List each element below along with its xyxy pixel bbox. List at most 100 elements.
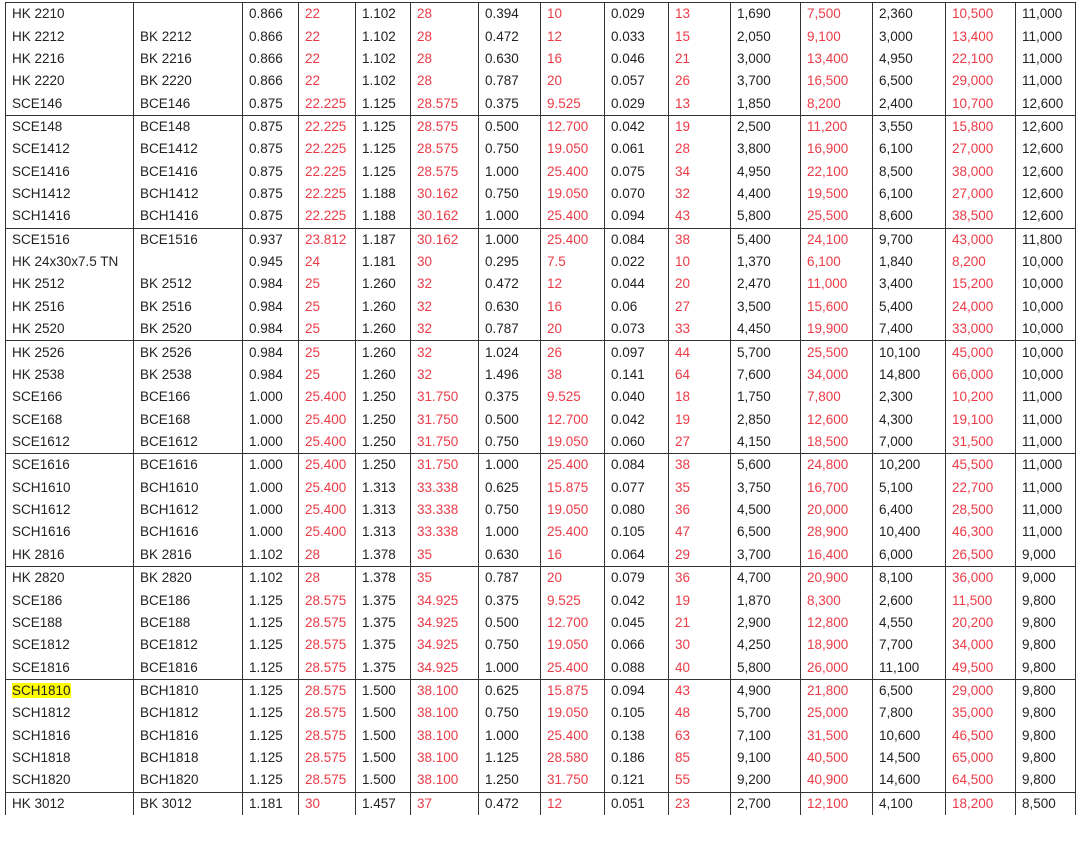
value-cell: 0.500 <box>478 115 541 139</box>
value-cell: 0.094 <box>604 679 669 703</box>
value-cell: 28 <box>410 2 479 26</box>
cell-text: BK 2212 <box>140 28 192 44</box>
cell-text: 40 <box>675 659 691 675</box>
cell-text: 1,370 <box>737 254 771 270</box>
part-number-cell: SCH1816 <box>5 724 134 747</box>
cell-text: 1.375 <box>362 637 396 653</box>
cell-text: BCE188 <box>140 614 191 630</box>
value-cell: 31.750 <box>410 386 479 409</box>
value-cell: 0.875 <box>242 138 299 161</box>
cell-text: 12.700 <box>547 118 589 134</box>
alt-part-number-cell <box>133 2 243 26</box>
cell-text: 38,500 <box>952 208 994 224</box>
cell-text: 35 <box>675 479 691 495</box>
cell-text: 11,000 <box>1022 389 1063 405</box>
value-cell: 24 <box>298 250 356 274</box>
cell-text: 1.125 <box>249 682 283 698</box>
cell-text: 3,700 <box>737 73 771 89</box>
cell-text: 25 <box>305 321 321 337</box>
cell-text: 9,800 <box>1022 592 1056 608</box>
table-row: HK 2212 BK 2212 0.866 22 1.102 28 0.472 12 0.033… <box>5 25 1076 48</box>
value-cell: 29,000 <box>945 679 1016 703</box>
value-cell: 20 <box>540 566 605 590</box>
value-cell: 16,700 <box>800 476 873 499</box>
value-cell: 6,400 <box>872 498 946 522</box>
cell-text: BCH1616 <box>140 524 199 540</box>
cell-text: 1.000 <box>485 457 519 473</box>
cell-text: SCH1820 <box>12 772 71 788</box>
cell-text: 6,500 <box>879 682 913 698</box>
cell-text: 38.100 <box>417 705 459 721</box>
table-row: HK 2526 BK 2526 0.984 25 1.260 32 1.024 26 0.097… <box>5 340 1076 364</box>
value-cell: 1,750 <box>730 386 801 409</box>
value-cell: 30.162 <box>410 228 479 251</box>
value-cell: 19.050 <box>540 702 605 725</box>
value-cell: 13 <box>668 92 731 116</box>
value-cell: 38 <box>668 228 731 251</box>
cell-text: 1.125 <box>249 705 283 721</box>
table-row: SCE1616 BCE1616 1.000 25.400 1.250 31.750 1.00… <box>5 453 1076 477</box>
cell-text: 10,000 <box>1022 276 1064 292</box>
cell-text: 0.500 <box>485 411 519 427</box>
cell-text: HK 2538 <box>12 366 65 382</box>
value-cell: 36,000 <box>945 566 1016 590</box>
value-cell: 1.000 <box>242 453 299 477</box>
cell-text: 4,300 <box>879 411 913 427</box>
value-cell: 9,800 <box>1015 724 1076 747</box>
value-cell: 25 <box>298 318 356 342</box>
cell-text: HK 2212 <box>12 28 65 44</box>
part-number-cell: SCE1812 <box>5 634 134 657</box>
value-cell: 16,400 <box>800 543 873 567</box>
cell-text: 9.525 <box>547 592 581 608</box>
value-cell: 38.100 <box>410 769 479 793</box>
table-row: SCE1516 BCE1516 0.937 23.812 1.187 30.162 1.00… <box>5 228 1076 251</box>
value-cell: 6,000 <box>872 543 946 567</box>
value-cell: 1.102 <box>355 70 411 93</box>
value-cell: 13,400 <box>800 47 873 71</box>
cell-text: 11,000 <box>807 276 848 292</box>
value-cell: 0.375 <box>478 589 541 612</box>
value-cell: 25,500 <box>800 340 873 364</box>
table-row: HK 2512 BK 2512 0.984 25 1.260 32 0.472 12 0.044… <box>5 273 1076 296</box>
cell-text: 32 <box>417 276 433 292</box>
value-cell: 19 <box>668 115 731 139</box>
cell-text: 13,400 <box>807 50 849 66</box>
value-cell: 23 <box>668 792 731 815</box>
cell-text: 43 <box>675 682 691 698</box>
value-cell: 9.525 <box>540 386 605 409</box>
value-cell: 1.125 <box>242 679 299 703</box>
value-cell: 1.125 <box>242 769 299 793</box>
value-cell: 25.400 <box>298 430 356 455</box>
value-cell: 55 <box>668 769 731 793</box>
value-cell: 14,500 <box>872 746 946 770</box>
cell-text: 0.984 <box>249 366 283 382</box>
value-cell: 25.400 <box>298 408 356 431</box>
cell-text: 4,450 <box>737 321 771 337</box>
cell-text: 37 <box>417 795 433 811</box>
cell-text: 6,500 <box>879 73 913 89</box>
part-number-cell: SCE1516 <box>5 228 134 251</box>
alt-part-number-cell: BCH1816 <box>133 724 243 747</box>
value-cell: 10,000 <box>1015 273 1076 296</box>
cell-text: 7,100 <box>737 727 771 743</box>
cell-text: 28 <box>305 546 321 562</box>
value-cell: 11,000 <box>1015 70 1076 93</box>
value-cell: 2,300 <box>872 386 946 409</box>
part-number-cell: SCH1812 <box>5 702 134 725</box>
cell-text: 18,900 <box>807 637 849 653</box>
cell-text: 12 <box>547 795 563 811</box>
table-row: SCE146 BCE146 0.875 22.225 1.125 28.575 0.375 9… <box>5 92 1076 116</box>
value-cell: 7.5 <box>540 250 605 274</box>
value-cell: 19.050 <box>540 182 605 206</box>
value-cell: 1.000 <box>242 498 299 522</box>
value-cell: 12 <box>540 273 605 296</box>
value-cell: 1.102 <box>242 566 299 590</box>
value-cell: 0.121 <box>604 769 669 793</box>
alt-part-number-cell: BCE166 <box>133 386 243 409</box>
part-number-cell: HK 2516 <box>5 295 134 319</box>
cell-text: 1.500 <box>362 727 396 743</box>
value-cell: 18 <box>668 386 731 409</box>
value-cell: 8,100 <box>872 566 946 590</box>
value-cell: 38,000 <box>945 160 1016 183</box>
value-cell: 0.500 <box>478 611 541 635</box>
